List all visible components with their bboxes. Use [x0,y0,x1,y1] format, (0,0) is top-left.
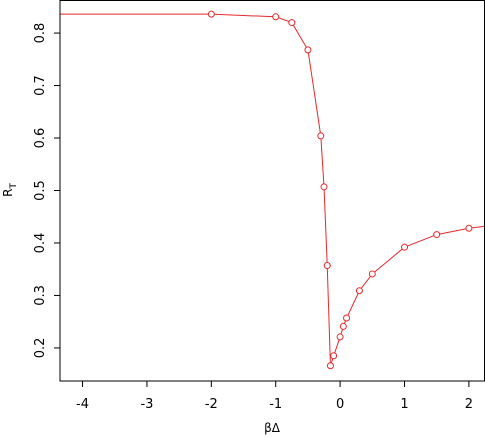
data-point [326,362,334,370]
x-tick-label: -1 [269,397,282,412]
y-tick-label: 0.6 [33,128,48,149]
y-tick-label: 0.3 [33,285,48,306]
plot-frame [59,0,485,382]
data-point [272,13,280,21]
y-axis-title-main: R [1,189,15,197]
series-line [60,13,485,366]
data-point [320,183,328,191]
x-tick-label: -4 [76,397,89,412]
data-point [355,287,363,295]
data-point [336,333,344,341]
data-point [465,224,473,232]
y-axis-title-subscript: T [9,183,19,190]
plot-area [60,10,485,370]
data-point [330,352,338,360]
data-point [401,243,409,251]
data-point [433,231,441,239]
data-point [304,46,312,54]
data-point [339,322,347,330]
x-tick-label: -3 [140,397,153,412]
x-tick-label: 0 [336,397,344,412]
y-axis-title: RT [1,183,19,197]
y-tick-label: 0.5 [33,180,48,201]
x-tick-label: -2 [205,397,218,412]
data-point [317,132,325,140]
data-point [207,10,215,18]
y-tick-label: 0.4 [33,233,48,254]
y-tick-label: 0.7 [33,75,48,96]
data-point [323,262,331,270]
data-point [288,19,296,27]
y-tick-label: 0.2 [33,338,48,359]
data-point [368,270,376,278]
data-point [343,314,351,322]
x-axis-title: βΔ [264,421,281,435]
x-tick-label: 1 [400,397,408,412]
axes: -4 -3 -2 -1 0 1 2 0.2 0.3 0.4 0.5 0.6 0.7 0.8 [33,0,485,412]
y-tick-label: 0.8 [33,23,48,44]
x-tick-label: 2 [465,397,473,412]
